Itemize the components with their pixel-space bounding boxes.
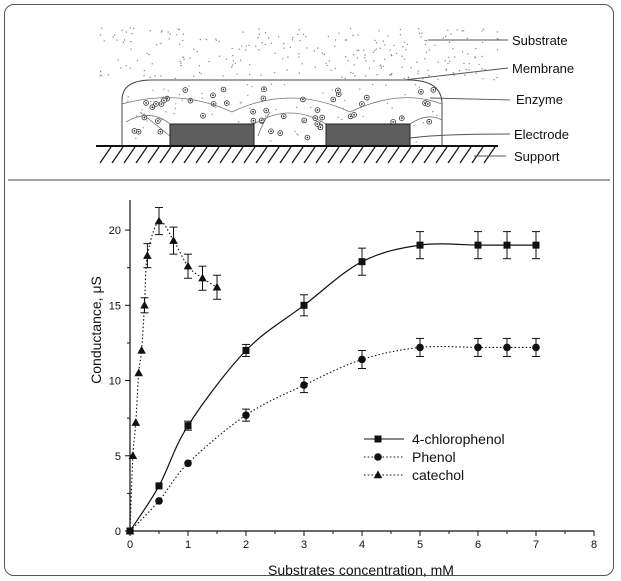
legend-label: 4-chlorophenol (412, 431, 505, 447)
series-catechol (125, 207, 222, 535)
enzyme-dots (127, 83, 438, 143)
phenol-point (358, 355, 366, 364)
y-tick-label: 15 (109, 300, 121, 312)
catechol-point (212, 282, 222, 291)
diagram-leaders (403, 39, 511, 157)
label-substrate: Substrate (512, 33, 568, 48)
x-axis-label: Substrates concentration, mM (268, 562, 454, 578)
x-tick-label: 2 (243, 539, 249, 551)
catechol-point (140, 300, 149, 309)
y-tick-label: 10 (109, 376, 121, 388)
catechol-point (169, 236, 178, 244)
legend-item-catechol: catechol (364, 467, 464, 483)
catechol-point (154, 216, 164, 225)
4-chlorophenol-point (155, 482, 163, 490)
legend-label: Phenol (412, 449, 456, 465)
phenol-point (416, 343, 424, 352)
4-chlorophenol-point (300, 301, 308, 309)
substrate-dots (99, 27, 500, 81)
4-chlorophenol-point (184, 422, 192, 430)
y-axis-label: Conductance, μS (88, 276, 104, 384)
y-tick-label: 0 (115, 526, 121, 538)
x-tick-label: 3 (301, 539, 307, 551)
substrate-zone (100, 28, 510, 84)
x-tick-label: 8 (591, 539, 597, 551)
y-tick-label: 20 (109, 225, 121, 237)
phenol-line (129, 345, 536, 532)
phenol-point (184, 459, 192, 468)
phenol-point (503, 343, 511, 352)
catechol-point (131, 418, 141, 426)
electrode-right (325, 123, 411, 147)
support-hatch (99, 146, 496, 164)
x-tick-label: 0 (127, 539, 133, 551)
x-tick-label: 7 (533, 539, 539, 551)
x-tick-label: 6 (475, 539, 481, 551)
4-chlorophenol-point (416, 241, 424, 249)
electrode-left (169, 123, 255, 147)
catechol-point (143, 251, 152, 259)
x-tick-label: 5 (417, 539, 423, 551)
legend-item-4-chlorophenol: 4-chlorophenol (364, 431, 505, 447)
catechol-point (134, 368, 143, 377)
series-4-chlorophenol (126, 231, 540, 535)
legend: 4-chlorophenol Phenol catechol (364, 431, 505, 483)
y-tick-label: 5 (115, 451, 121, 463)
legend-marker (374, 435, 382, 443)
phenol-point (155, 497, 163, 505)
legend-item-phenol: Phenol (364, 449, 456, 465)
catechol-point (183, 261, 193, 270)
4-chlorophenol-point (532, 241, 540, 249)
x-tick-label: 1 (185, 539, 191, 551)
series-layer (125, 207, 540, 535)
4-chlorophenol-point (242, 346, 250, 354)
figure-frame (4, 4, 614, 576)
catechol-point (125, 526, 135, 535)
legend-marker (374, 453, 382, 461)
catechol-point (198, 273, 207, 282)
phenol-point (300, 381, 308, 389)
catechol-point (128, 451, 138, 459)
label-electrode: Electrode (514, 127, 569, 142)
4-chlorophenol-line (129, 243, 536, 532)
phenol-point (242, 411, 250, 419)
phenol-point (532, 343, 540, 352)
enzyme-arcs (121, 97, 443, 137)
catechol-point (137, 345, 146, 354)
phenol-point (474, 343, 482, 352)
axes: 0 1 2 3 4 5 6 7 8 0 5 10 15 20 (109, 200, 597, 551)
legend-label: catechol (412, 467, 464, 483)
label-membrane: Membrane (512, 61, 574, 76)
conductance-chart: 0 1 2 3 4 5 6 7 8 0 5 10 15 20 4-chlorophenol Phenol ca… (88, 200, 597, 578)
4-chlorophenol-point (503, 241, 511, 249)
catechol-line (129, 220, 218, 532)
label-support: Support (514, 149, 560, 164)
label-enzyme: Enzyme (516, 92, 563, 107)
biosensor-diagram: Substrate Membrane Enzyme Electrode Supp… (96, 27, 574, 164)
4-chlorophenol-point (474, 241, 482, 249)
4-chlorophenol-point (358, 258, 366, 266)
x-tick-label: 4 (359, 539, 365, 551)
legend-marker (373, 470, 383, 479)
